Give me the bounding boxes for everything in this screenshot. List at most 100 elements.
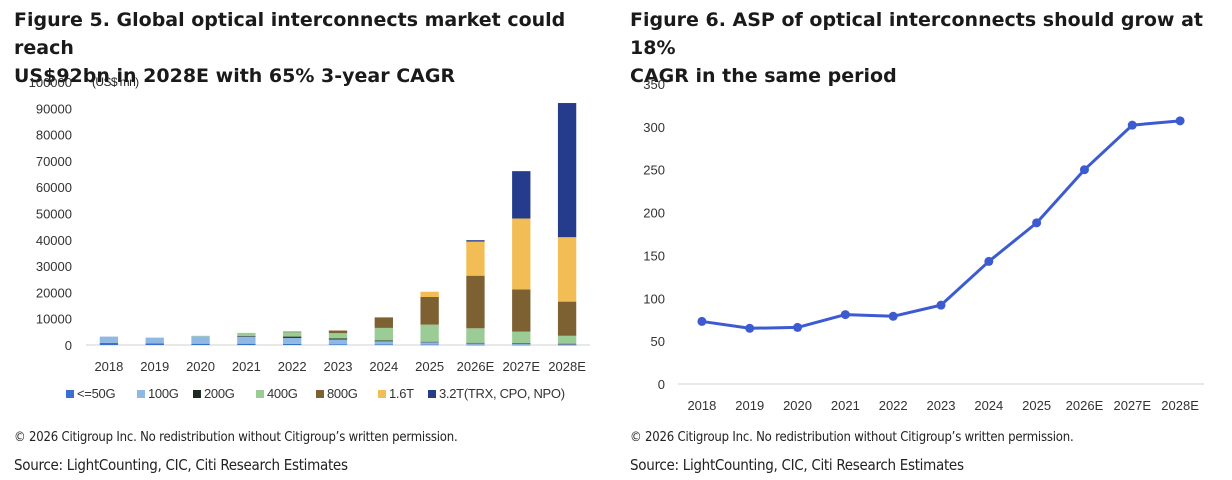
y-tick-label: 10000 — [36, 312, 72, 327]
y-tick-label: 80000 — [36, 128, 72, 143]
x-tick-label: 2023 — [927, 398, 956, 413]
y-tick-label: 250 — [643, 163, 665, 178]
figure-5-title-line1: Figure 5. Global optical interconnects m… — [14, 9, 566, 59]
bar-segment — [512, 343, 531, 345]
x-tick-label: 2025 — [1022, 398, 1051, 413]
bar-segment — [145, 337, 164, 344]
y-tick-label: 0 — [658, 377, 665, 392]
bar-segment — [283, 336, 302, 338]
bar-segment — [191, 343, 210, 345]
bar-segment — [512, 331, 531, 344]
bar-segment — [99, 336, 119, 343]
market-stacked-bar-chart: 0 10000 20000 30000 40000 50000 60000 70000 8000… — [29, 75, 590, 401]
bar-segment — [283, 331, 302, 333]
data-point — [1079, 165, 1089, 175]
asp-line-chart: 0 50 100 150 200 250 300 350 2018 2019 2020 2021 202… — [643, 77, 1204, 413]
bar-segment — [466, 275, 485, 329]
figure-6-title-line2: CAGR in the same period — [630, 65, 897, 87]
bar-segment — [466, 241, 485, 276]
bar-segment — [557, 343, 577, 345]
bar-segment — [374, 341, 393, 345]
data-point — [1127, 120, 1137, 130]
figure-5-source: Source: LightCounting, CIC, Citi Researc… — [14, 456, 348, 474]
figure-6-title-line1: Figure 6. ASP of optical interconnects s… — [630, 9, 1204, 59]
bar-segment — [328, 339, 348, 345]
bar-segment — [466, 240, 485, 242]
legend-swatch — [66, 390, 74, 398]
data-point — [984, 256, 994, 266]
x-tick-label: 2023 — [324, 359, 353, 374]
bar-segment — [283, 343, 302, 345]
legend-swatch — [428, 390, 436, 398]
bar-segment — [557, 237, 577, 302]
figure-5-panel: Figure 5. Global optical interconnects m… — [14, 6, 614, 474]
y-tick-label: 60000 — [36, 180, 72, 195]
data-point — [1175, 116, 1185, 126]
legend-label: 400G — [267, 386, 298, 401]
figure-6-title: Figure 6. ASP of optical interconnects s… — [630, 6, 1230, 90]
x-tick-label: 2026E — [457, 359, 495, 374]
x-tick-label: 2019 — [140, 359, 169, 374]
x-tick-label: 2019 — [735, 398, 764, 413]
figure-6-panel: Figure 6. ASP of optical interconnects s… — [616, 0, 1232, 480]
figure-6-source: Source: LightCounting, CIC, Citi Researc… — [630, 456, 964, 474]
x-tick-label: 2028E — [1161, 398, 1199, 413]
bar-segment — [512, 171, 531, 219]
figure-5-copyright: © 2026 Citigroup Inc. No redistribution … — [14, 430, 458, 445]
x-tick-label: 2020 — [783, 398, 812, 413]
asp-series-line — [701, 119, 1181, 330]
bar-segment — [512, 344, 531, 346]
legend-swatch — [193, 390, 201, 398]
figure-5-title: Figure 5. Global optical interconnects m… — [14, 6, 614, 90]
legend-label: 3.2T(TRX, CPO, NPO) — [439, 386, 565, 401]
bar-segment — [237, 336, 256, 344]
legend-label: <=50G — [77, 386, 115, 401]
bar-segment — [145, 343, 164, 345]
bar-segment — [328, 344, 348, 345]
bar-segment — [374, 317, 393, 328]
x-tick-label: 2021 — [232, 359, 261, 374]
bar-segment — [557, 343, 577, 345]
bar-segment — [191, 336, 210, 344]
x-tick-label: 2022 — [879, 398, 908, 413]
x-tick-label: 2027E — [502, 359, 540, 374]
bar-segment — [466, 343, 485, 345]
x-tick-label: 2021 — [831, 398, 860, 413]
data-point — [697, 316, 707, 326]
legend-label: 200G — [204, 386, 235, 401]
bar-segment — [420, 297, 439, 325]
x-tick-label: 2018 — [94, 359, 123, 374]
bar-segment — [466, 328, 485, 343]
x-tick-label: 2025 — [415, 359, 444, 374]
bar-segment — [374, 327, 393, 341]
bar-segment — [420, 344, 439, 346]
bar-segment — [466, 342, 485, 344]
bar-segment — [374, 344, 393, 346]
legend-label: 100G — [148, 386, 179, 401]
legend-swatch — [316, 390, 324, 398]
y-tick-label: 30000 — [36, 259, 72, 274]
bar-segment — [466, 344, 485, 346]
x-tick-label: 2027E — [1113, 398, 1151, 413]
bar-segment — [283, 337, 302, 344]
data-point — [745, 323, 755, 333]
bar-segment — [328, 330, 348, 334]
y-tick-label: 300 — [643, 120, 665, 135]
bar-segment — [512, 289, 531, 332]
bar-segment — [557, 301, 577, 336]
figure-6-copyright: © 2026 Citigroup Inc. No redistribution … — [630, 430, 1074, 445]
y-tick-label: 350 — [643, 77, 665, 92]
x-tick-label: 2028E — [548, 359, 586, 374]
legend-label: 1.6T — [389, 386, 414, 401]
bar-segment — [99, 342, 119, 345]
y-tick-label: 20000 — [36, 285, 72, 300]
y-tick-label: 150 — [643, 248, 665, 263]
data-point — [840, 310, 850, 320]
bar-segment — [237, 336, 256, 337]
bar-segment — [557, 103, 577, 238]
bar-segment — [557, 335, 577, 344]
bar-segment — [283, 331, 302, 337]
bar-segment — [420, 342, 439, 345]
bar-segment — [328, 338, 348, 340]
y-tick-label: 100 — [643, 291, 665, 306]
